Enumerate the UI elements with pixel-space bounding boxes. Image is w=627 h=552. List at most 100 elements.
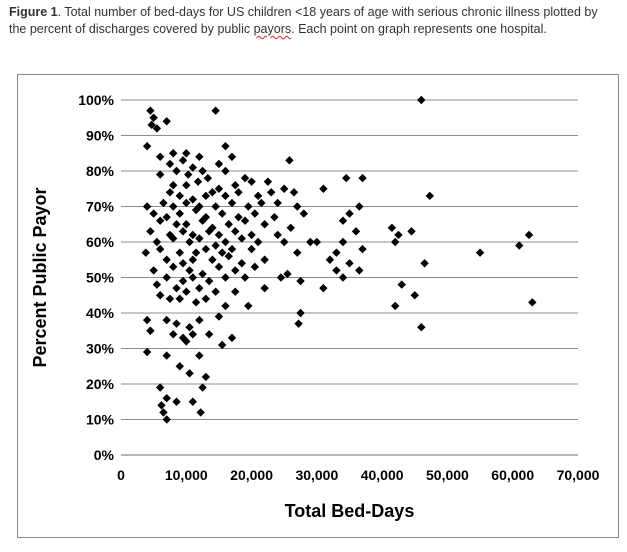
data-point xyxy=(391,237,400,247)
data-point xyxy=(211,202,220,211)
data-point xyxy=(214,262,224,272)
data-point xyxy=(185,237,194,247)
data-point xyxy=(178,227,188,236)
data-point xyxy=(198,269,207,279)
x-tick-label: 30,000 xyxy=(295,467,338,483)
data-point xyxy=(201,294,211,303)
data-point xyxy=(224,252,233,261)
data-point xyxy=(276,273,286,282)
data-point xyxy=(338,216,348,225)
data-point xyxy=(355,266,364,275)
data-point xyxy=(165,188,175,197)
data-point xyxy=(188,195,198,204)
data-point xyxy=(155,170,165,179)
data-point xyxy=(155,383,165,392)
data-point xyxy=(172,397,181,406)
data-point xyxy=(188,273,198,282)
data-point xyxy=(188,255,198,264)
data-point xyxy=(394,230,403,240)
data-point xyxy=(204,227,214,236)
data-point xyxy=(162,351,171,360)
y-axis-title: Percent Public Payor xyxy=(30,187,50,367)
figure-label: Figure 1 xyxy=(9,5,58,19)
y-tick-label: 70% xyxy=(86,199,115,215)
data-point xyxy=(528,298,537,307)
data-point xyxy=(286,223,295,232)
data-point xyxy=(289,188,299,197)
y-tick-label: 0% xyxy=(94,447,115,463)
data-point xyxy=(250,209,260,218)
data-point xyxy=(325,255,335,264)
data-point xyxy=(178,156,188,165)
data-point xyxy=(172,283,181,293)
data-point xyxy=(169,330,178,339)
data-point xyxy=(217,209,227,218)
data-point xyxy=(193,177,203,186)
data-point xyxy=(182,337,191,346)
data-point xyxy=(260,255,269,264)
data-point xyxy=(273,198,282,208)
data-point xyxy=(204,276,214,286)
data-point xyxy=(169,202,178,211)
y-tick-label: 50% xyxy=(86,270,115,286)
data-point xyxy=(162,212,171,222)
data-point xyxy=(203,173,213,183)
data-point xyxy=(338,237,348,247)
x-tick-label: 70,000 xyxy=(557,467,600,483)
data-point xyxy=(280,237,289,247)
data-point xyxy=(214,312,224,321)
data-point xyxy=(198,383,207,392)
data-point xyxy=(417,95,426,105)
data-point xyxy=(169,149,178,158)
data-point xyxy=(162,415,171,424)
data-point xyxy=(196,408,205,417)
x-tick-label: 0 xyxy=(117,467,125,483)
data-point xyxy=(524,230,534,240)
data-point xyxy=(198,216,207,225)
data-point xyxy=(208,255,217,264)
data-point xyxy=(257,198,266,208)
data-point xyxy=(195,351,204,360)
data-point xyxy=(240,216,250,225)
data-point xyxy=(217,340,227,350)
data-points xyxy=(141,95,537,424)
data-point xyxy=(280,184,289,193)
data-point xyxy=(273,230,282,240)
y-tick-label: 90% xyxy=(86,128,115,144)
y-tick-label: 80% xyxy=(86,163,115,179)
caption-spellcheck-word: payors xyxy=(253,22,292,36)
data-point xyxy=(162,394,171,403)
data-point xyxy=(178,259,188,268)
x-tick-label: 50,000 xyxy=(426,467,469,483)
figure-caption: Figure 1. Total number of bed-days for U… xyxy=(9,4,609,38)
data-point xyxy=(172,220,181,229)
data-point xyxy=(332,266,341,275)
data-point xyxy=(231,266,240,275)
data-point xyxy=(142,202,152,211)
data-point xyxy=(155,152,165,161)
data-point xyxy=(237,259,246,268)
data-point xyxy=(182,181,191,190)
data-point xyxy=(293,248,302,257)
data-point xyxy=(240,273,250,282)
data-point xyxy=(420,259,429,268)
data-point xyxy=(155,216,165,225)
data-point xyxy=(293,202,302,211)
data-point xyxy=(358,173,367,183)
data-point xyxy=(162,273,171,282)
data-point xyxy=(152,124,162,133)
data-point xyxy=(227,333,237,343)
data-point xyxy=(191,205,201,215)
data-point xyxy=(237,234,246,243)
data-point xyxy=(319,184,328,193)
data-point xyxy=(201,191,211,201)
data-point xyxy=(270,212,279,222)
chart-frame: 0% 10% 20% 30% 40% 50% 60% 70% 80% 90% 100% 0 10,00… xyxy=(17,74,619,538)
data-point xyxy=(234,188,243,197)
data-point xyxy=(260,283,269,293)
data-point xyxy=(351,227,361,236)
data-point xyxy=(182,198,191,208)
data-point xyxy=(299,209,308,218)
data-point xyxy=(165,159,175,169)
data-point xyxy=(231,181,240,190)
